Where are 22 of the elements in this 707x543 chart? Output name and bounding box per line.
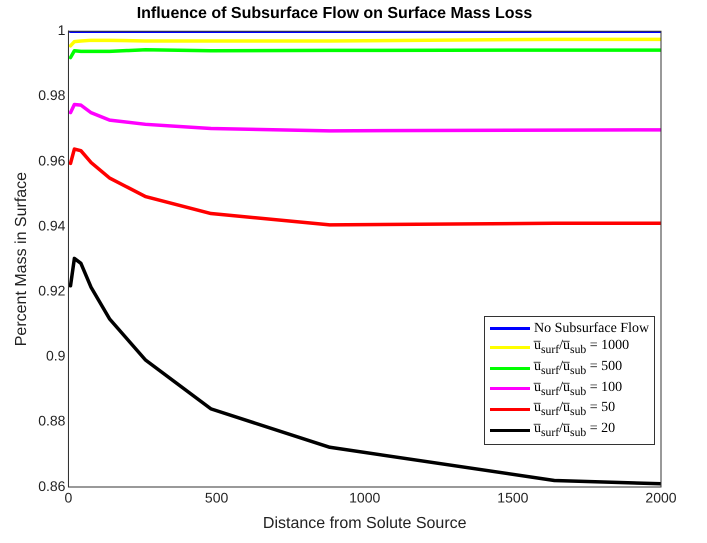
y-tick-label: 0.96 — [38, 152, 66, 168]
x-tick-label: 0 — [64, 489, 73, 506]
y-tick-label: 1 — [58, 22, 66, 38]
legend-label: u̅$_{surf}$/u̅$_{sub}$ = 1000 — [534, 337, 630, 358]
y-axis-title: Percent Mass in Surface — [13, 172, 30, 346]
y-tick-label: 0.86 — [38, 478, 66, 494]
x-axis-title: Distance from Solute Source — [262, 514, 467, 532]
y-tick-label: 0.94 — [38, 217, 66, 234]
legend-label: u̅$_{surf}$/u̅$_{sub}$ = 50 — [534, 399, 616, 420]
legend-label: u̅$_{surf}$/u̅$_{sub}$ = 100 — [534, 378, 622, 400]
x-tick-label: 1500 — [497, 489, 529, 506]
legend-label: u̅$_{surf}$/u̅$_{sub}$ = 500 — [534, 358, 622, 379]
legend-label: u̅$_{surf}$/u̅$_{sub}$ = 20 — [534, 420, 616, 441]
y-tick-label: 0.88 — [38, 412, 66, 429]
x-tick-label: 2000 — [645, 489, 677, 506]
legend-label: No Subsurface Flow — [534, 320, 650, 337]
y-tick-label: 0.98 — [38, 87, 66, 104]
chart-title: Influence of Subsurface Flow on Surface Mass Loss — [136, 5, 532, 22]
y-tick-label: 0.9 — [46, 348, 66, 364]
x-tick-label: 500 — [204, 489, 228, 506]
y-tick-label: 0.92 — [38, 282, 66, 299]
x-tick-label: 1000 — [349, 489, 381, 506]
